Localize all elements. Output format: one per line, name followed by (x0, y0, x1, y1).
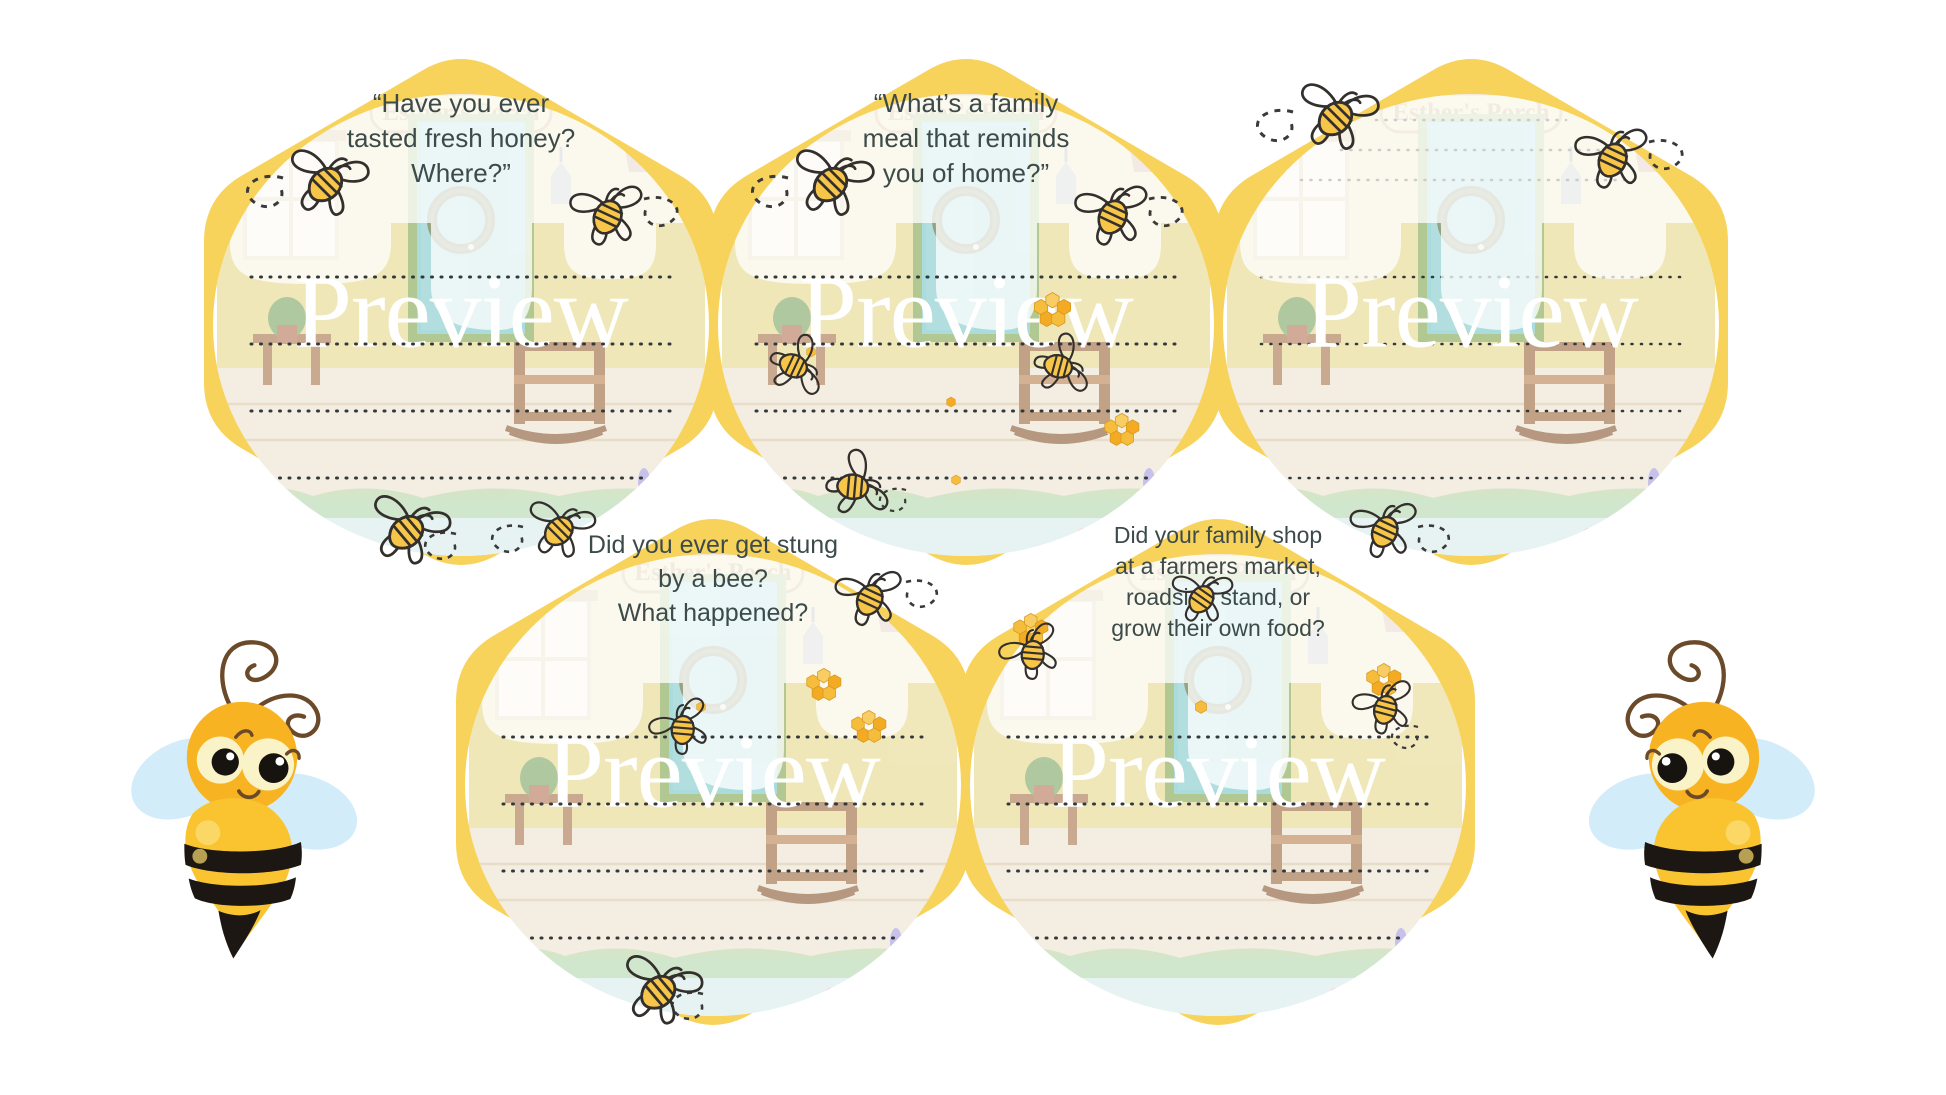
svg-text:Did your family shop: Did your family shop (1114, 522, 1322, 548)
svg-text:What happened?: What happened? (618, 599, 808, 627)
svg-text:meal that reminds: meal that reminds (863, 123, 1070, 153)
svg-text:roadside stand, or: roadside stand, or (1126, 584, 1310, 610)
svg-text:Where?”: Where?” (411, 158, 511, 188)
svg-text:“Have you ever: “Have you ever (373, 88, 550, 118)
svg-text:Did you ever get stung: Did you ever get stung (588, 531, 838, 559)
svg-text:tasted fresh honey?: tasted fresh honey? (347, 123, 575, 153)
svg-text:by a bee?: by a bee? (658, 565, 768, 593)
svg-text:grow their own food?: grow their own food? (1111, 615, 1325, 641)
svg-text:at a farmers market,: at a farmers market, (1115, 553, 1321, 579)
svg-text:you of home?”: you of home?” (883, 158, 1049, 188)
svg-text:“What’s a family: “What’s a family (874, 88, 1058, 118)
